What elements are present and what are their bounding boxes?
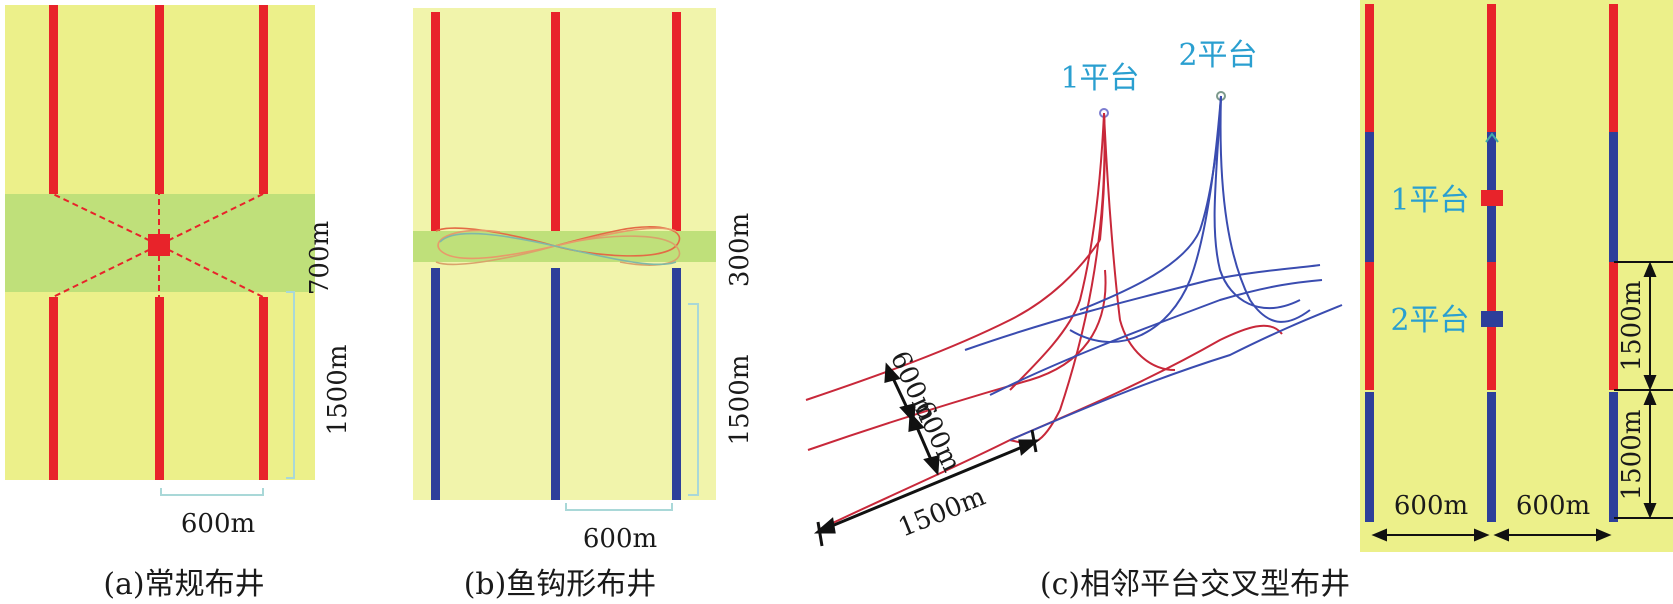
panel-b-caption: (b)鱼钩形布井 <box>464 567 657 602</box>
panel-c-length-label: 1500m <box>894 482 989 544</box>
panel-c-platform-1-label: 1平台 <box>1060 61 1139 96</box>
panel-c-well-segment <box>1487 392 1496 522</box>
panel-c-map-platform-2-label: 2平台 <box>1390 303 1469 338</box>
panel-c-platform-1-marker <box>1481 190 1503 206</box>
panel-c-map-length-upper-label: 1500m <box>1617 281 1647 372</box>
panel-c-platform-2-marker <box>1481 311 1503 327</box>
panel-c-north-arrow <box>1485 132 1499 143</box>
panel-c-dimension-arrows <box>813 362 1041 547</box>
panel-c-sep-2-label: 600m <box>908 397 967 477</box>
panel-a-well <box>49 297 58 480</box>
panel-b-well <box>431 12 440 231</box>
panel-c-well-segment <box>1487 4 1496 132</box>
panel-b-well <box>551 12 560 231</box>
panel-b-lower-wells <box>431 268 681 500</box>
panel-c-map-platform-1-label: 1平台 <box>1390 183 1469 218</box>
panel-b-platform-zone <box>413 231 716 262</box>
panel-c-well-segment <box>1609 262 1618 390</box>
panel-b-fishhook-paths <box>435 226 681 266</box>
panel-a-length-bracket <box>286 291 295 479</box>
panel-c-well-segment <box>1365 4 1374 132</box>
panel-c-well-segment <box>1609 4 1618 132</box>
panel-c-caption: (c)相邻平台交叉型布井 <box>1040 567 1350 602</box>
panel-c-platform-2-label: 2平台 <box>1178 38 1257 73</box>
panel-c-trajectories: 1平台 2平台 <box>805 38 1343 547</box>
panel-a-well-paths <box>52 193 264 298</box>
panel-c-map-dimensions <box>1371 261 1673 542</box>
panel-b-length-bracket <box>688 303 699 496</box>
panel-c-red-laterals <box>805 112 1283 531</box>
panel-a-well <box>155 5 164 194</box>
panel-a-well <box>155 297 164 480</box>
panel-a-spacing-bracket <box>160 488 264 496</box>
panel-b-length-label: 1500m <box>725 355 755 446</box>
panel-c-well-segment <box>1609 132 1618 262</box>
panel-b-upper-wells <box>431 12 681 231</box>
panel-c-blue-laterals <box>964 95 1343 441</box>
panel-c-right-well <box>1609 4 1618 522</box>
panel-b-well <box>551 268 560 500</box>
panel-b-spacing-bracket <box>565 503 673 511</box>
panel-a-platform <box>148 234 170 256</box>
panel-c-well-segment <box>1609 392 1618 522</box>
panel-a-upper-wells <box>49 5 268 194</box>
panel-c-plan-view: 1平台 2平台 600m 600m 1500m 1500m <box>1360 0 1673 552</box>
panel-c-center-well <box>1487 4 1496 522</box>
panel-a-well <box>259 5 268 194</box>
panel-a-well <box>49 5 58 194</box>
panel-b-well <box>672 12 681 231</box>
panel-b-well <box>672 268 681 500</box>
panel-c-map-spacing-left-label: 600m <box>1394 491 1468 521</box>
panel-c-field <box>1360 0 1673 552</box>
panel-c-map-length-lower-label: 1500m <box>1617 410 1647 501</box>
panel-a-lower-wells <box>49 297 268 480</box>
panel-b-well <box>431 268 440 500</box>
panel-a: 700m 1500m 600m (a)常规布井 <box>5 5 353 602</box>
panel-b-spacing-label: 600m <box>583 524 657 554</box>
panel-c-well-segment <box>1365 262 1374 390</box>
panel-c-map-spacing-right-label: 600m <box>1516 491 1590 521</box>
panel-c-well-segment <box>1365 392 1374 522</box>
panel-b: 300m 1500m 600m (b)鱼钩形布井 <box>413 8 755 602</box>
panel-a-spacing-label: 600m <box>181 509 255 539</box>
panel-c-left-well <box>1365 4 1374 522</box>
panel-b-width-label: 300m <box>725 213 755 287</box>
panel-c-well-segment <box>1365 132 1374 262</box>
panel-a-caption: (a)常规布井 <box>103 567 264 602</box>
panel-a-well <box>259 297 268 480</box>
panel-a-width-label: 700m <box>305 221 335 295</box>
panel-a-length-label: 1500m <box>323 345 353 436</box>
